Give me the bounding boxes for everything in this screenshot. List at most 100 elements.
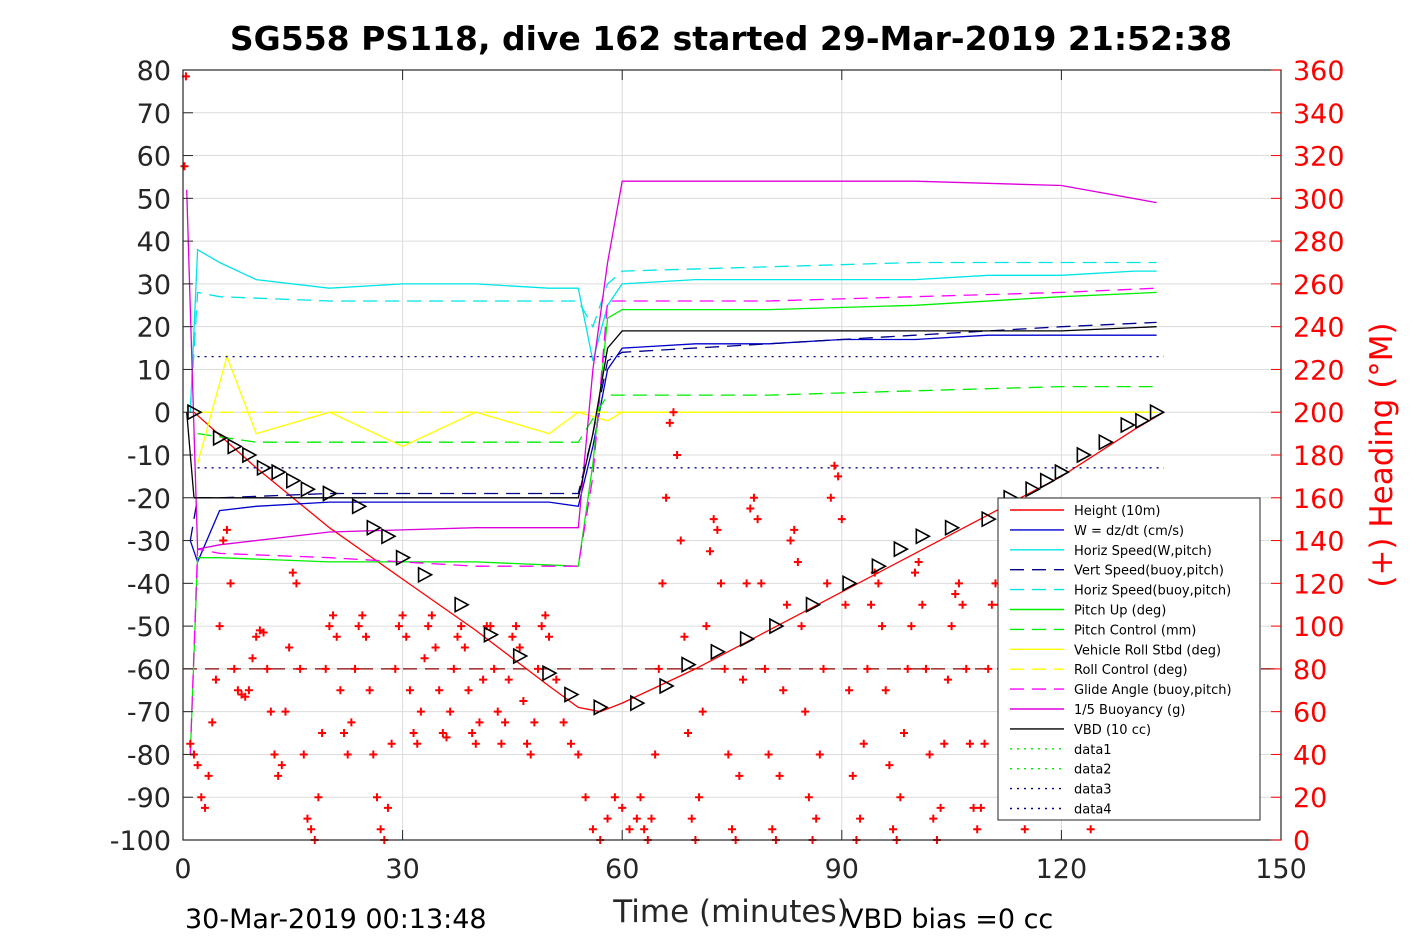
heading-point [662, 493, 671, 502]
triangle-marker [542, 664, 558, 682]
heading-point [647, 814, 656, 823]
triangle-marker [381, 527, 397, 545]
right-y-tick-label: 180 [1293, 441, 1345, 472]
triangle-marker [242, 446, 258, 464]
y-tick-label: -70 [127, 698, 171, 729]
heading-point [588, 825, 597, 834]
heading-point [764, 750, 773, 759]
right-y-tick-label: 200 [1293, 398, 1345, 429]
heading-point [464, 686, 473, 695]
heading-point [786, 536, 795, 545]
heading-point [537, 622, 546, 631]
heading-point [896, 793, 905, 802]
heading-point [314, 793, 323, 802]
y-tick-label: -30 [127, 527, 171, 558]
triangle-marker [842, 574, 858, 592]
right-y-tick-label: 260 [1293, 270, 1345, 301]
heading-point [790, 525, 799, 534]
heading-point [530, 718, 539, 727]
right-y-tick-label: 280 [1293, 227, 1345, 258]
triangle-marker [593, 699, 609, 716]
heading-point [911, 568, 919, 577]
y-tick-label: 10 [137, 355, 171, 386]
heading-point [208, 718, 217, 727]
heading-point [738, 675, 747, 684]
heading-point [471, 739, 480, 748]
heading-point [288, 568, 297, 577]
heading-point [918, 600, 927, 609]
heading-point [233, 686, 242, 695]
heading-point [566, 739, 575, 748]
heading-point [486, 622, 495, 631]
heading-point [610, 793, 619, 802]
heading-point [526, 750, 535, 759]
heading-point [867, 600, 876, 609]
legend-label: Roll Control (deg) [1074, 663, 1188, 678]
heading-point [1020, 825, 1029, 834]
triangle-marker [871, 557, 888, 575]
heading-point [490, 664, 499, 673]
heading-point [354, 622, 363, 631]
triangle-marker [212, 429, 229, 447]
triangle-marker [710, 643, 727, 661]
footer-timestamp: 30-Mar-2019 00:13:48 [185, 904, 487, 935]
x-tick-labels: 0 30 60 90 120 150 [174, 854, 1306, 885]
triangle-marker [1039, 472, 1056, 490]
legend-label: Horiz Speed(W,pitch) [1074, 544, 1212, 559]
heading-point [266, 707, 275, 716]
heading-point [387, 739, 396, 748]
heading-point [958, 600, 967, 609]
chart-title: SG558 PS118, dive 162 started 29-Mar-201… [230, 19, 1232, 58]
legend: Height (10m) W = dz/dt (cm/s) Horiz Speed(… [997, 497, 1261, 821]
heading-point [976, 803, 985, 812]
heading-point [618, 803, 627, 812]
heading-point [252, 632, 261, 641]
heading-point [420, 654, 429, 663]
heading-point [281, 707, 290, 716]
heading-point [369, 750, 378, 759]
heading-point [211, 675, 220, 684]
triangle-marker [681, 656, 697, 673]
heading-point [263, 664, 272, 673]
heading-point [241, 692, 250, 701]
heading-point [878, 622, 887, 631]
heading-point [859, 739, 868, 748]
legend-label: Vert Speed(buoy,pitch) [1074, 564, 1224, 579]
triangle-marker [564, 686, 580, 703]
legend-label: data1 [1074, 743, 1112, 758]
triangle-marker [395, 549, 412, 567]
heading-point [307, 825, 316, 834]
y-tick-label: -80 [127, 740, 171, 771]
triangle-marker [286, 472, 302, 490]
heading-point [881, 686, 890, 695]
heading-point [973, 825, 982, 834]
heading-point [296, 664, 305, 673]
x-tick-label: 120 [1036, 854, 1088, 885]
triangle-marker [417, 566, 434, 584]
heading-point [197, 793, 206, 802]
heading-point [391, 664, 400, 673]
y-tick-label: -100 [110, 826, 171, 857]
heading-point [728, 825, 736, 834]
heading-point [632, 814, 641, 823]
heading-point [797, 622, 806, 631]
footer-vbd-bias: VBD bias =0 cc [845, 904, 1053, 935]
heading-point [951, 590, 960, 599]
heading-point [277, 761, 286, 770]
heading-point [856, 814, 865, 823]
legend-label: Pitch Up (deg) [1074, 604, 1166, 619]
legend-label: Pitch Control (mm) [1074, 623, 1196, 638]
heading-point [259, 628, 268, 637]
legend-label: Glide Angle (buoy,pitch) [1074, 683, 1232, 698]
heading-point [929, 814, 938, 823]
heading-point [552, 675, 561, 684]
heading-point [438, 729, 447, 738]
heading-point [270, 750, 279, 759]
heading-point [845, 686, 854, 695]
heading-point [226, 579, 235, 588]
y-tick-label: -60 [127, 655, 171, 686]
right-y-tick-labels: 3603403203002802602402202001801601401201… [1293, 56, 1345, 857]
triangle-marker [271, 463, 287, 481]
y-tick-label: -20 [127, 484, 171, 515]
